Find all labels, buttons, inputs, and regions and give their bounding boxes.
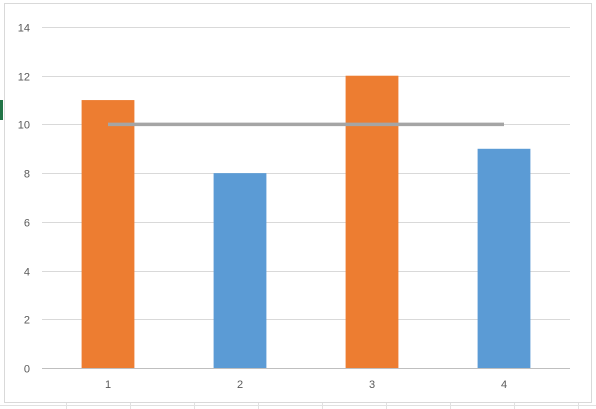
x-tick-label: 1 — [105, 379, 111, 391]
y-tick-label: 4 — [24, 267, 30, 279]
x-tick-label: 4 — [501, 379, 507, 391]
y-tick-label: 6 — [24, 218, 30, 230]
bars[interactable] — [81, 75, 531, 369]
x-axis-tick-labels: 1 2 3 4 — [105, 379, 507, 391]
y-tick-label: 10 — [18, 120, 30, 132]
y-axis-tick-labels: 0 2 4 6 8 10 12 14 — [18, 23, 30, 376]
y-tick-label: 8 — [24, 169, 30, 181]
y-tick-label: 14 — [18, 23, 30, 35]
bar[interactable] — [213, 173, 267, 368]
y-tick-label: 2 — [24, 315, 30, 327]
y-tick-label: 0 — [24, 364, 30, 376]
y-tick-label: 12 — [18, 72, 30, 84]
x-tick-label: 3 — [369, 379, 375, 391]
bar[interactable] — [81, 100, 135, 369]
cell-selection-marker — [0, 100, 3, 120]
bar[interactable] — [477, 148, 531, 368]
x-tick-label: 2 — [237, 379, 243, 391]
bar[interactable] — [345, 75, 399, 368]
